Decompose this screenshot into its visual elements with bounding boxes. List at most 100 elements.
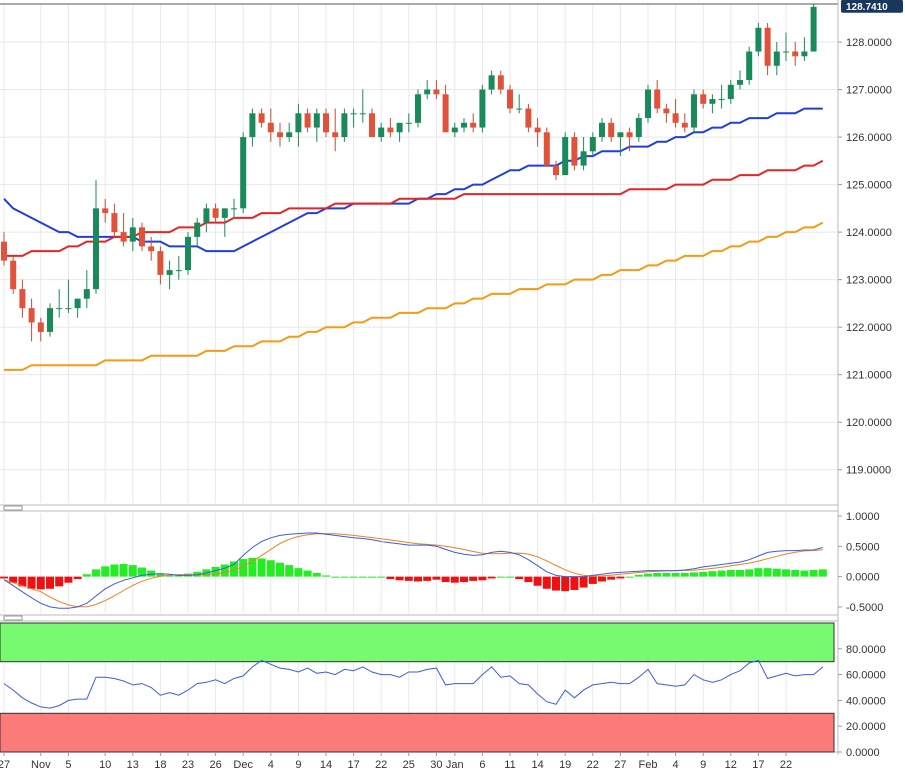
x-tick-label: 9: [700, 759, 706, 771]
candle-body-up: [129, 227, 136, 242]
x-tick-label: 14: [531, 759, 543, 771]
candle-body-down: [111, 213, 118, 233]
histogram-bar-positive: [303, 570, 312, 577]
histogram-bar-positive: [506, 576, 514, 578]
candle-body-up: [65, 308, 72, 310]
x-tick-label: 22: [780, 759, 792, 771]
x-tick-label: Nov: [31, 759, 51, 771]
candle-body-down: [507, 89, 513, 109]
histogram-bar-negative: [542, 576, 551, 589]
price-y-tick-label: 126.0000: [846, 132, 892, 144]
histogram-bar-negative: [414, 576, 422, 582]
candle-body-up: [709, 99, 716, 104]
histogram-bar-negative: [9, 576, 18, 583]
panel-resize-handle[interactable]: [3, 505, 23, 511]
rsi-oversold-zone: [0, 712, 835, 753]
histogram-bar-negative: [36, 576, 45, 590]
price-y-tick-label: 127.0000: [846, 85, 892, 97]
osc-y-tick-label: 0.0000: [846, 572, 880, 584]
histogram-bar-positive: [257, 558, 266, 577]
candle-body-up: [737, 80, 743, 85]
histogram-bar-negative: [533, 576, 542, 586]
candle-body-down: [497, 75, 504, 90]
histogram-bar-negative: [386, 576, 395, 580]
histogram-bar-negative: [432, 576, 441, 580]
price-y-tick-label: 128.0000: [846, 37, 892, 49]
x-tick-label: 10: [99, 759, 111, 771]
histogram-bar-negative: [73, 576, 82, 580]
histogram-bar-positive: [230, 561, 238, 577]
histogram-bar-positive: [276, 562, 284, 577]
candle-body-up: [295, 113, 302, 133]
moving-average-line-3: [4, 221, 824, 371]
candle-body-down: [277, 132, 283, 138]
histogram-bar-negative: [515, 576, 524, 580]
histogram-bar-negative: [404, 576, 413, 581]
candle-body-up: [645, 89, 651, 119]
histogram-bar-positive: [138, 567, 146, 577]
candle-body-down: [332, 132, 339, 138]
candle-body-up: [221, 208, 228, 218]
candle-body-up: [801, 51, 808, 57]
histogram-bar-positive: [625, 576, 634, 578]
histogram-bar-negative: [524, 576, 533, 583]
rsi-y-tick-label: 0.0000: [846, 747, 880, 759]
candle-body-down: [663, 108, 670, 114]
histogram-bar-positive: [368, 576, 376, 578]
candle-body-up: [56, 308, 63, 310]
candle-body-down: [700, 94, 707, 104]
price-y-tick-label: 122.0000: [846, 322, 892, 334]
histogram-bar-positive: [671, 573, 680, 577]
candle-body-up: [93, 208, 99, 290]
x-tick-label: 22: [375, 759, 387, 771]
candle-body-down: [525, 108, 532, 128]
candle-body-up: [286, 132, 293, 138]
candle-body-up: [691, 94, 697, 128]
candle-body-down: [553, 165, 559, 176]
histogram-bar-positive: [119, 563, 128, 577]
rsi-y-tick-label: 20.0000: [846, 721, 886, 733]
candle-body-up: [516, 108, 523, 110]
histogram-bar-positive: [312, 573, 321, 577]
price-y-tick-label: 120.0000: [846, 417, 892, 429]
histogram-bar-negative: [423, 576, 432, 581]
histogram-bar-negative: [561, 576, 570, 592]
oscillator-signal-line: [3, 533, 823, 608]
candle-body-down: [543, 132, 550, 166]
candle-body-up: [617, 132, 624, 138]
histogram-bar-negative: [460, 576, 468, 583]
histogram-bar-positive: [644, 573, 652, 577]
histogram-bar-negative: [450, 576, 459, 583]
histogram-bar-positive: [110, 564, 119, 577]
candle-body-up: [240, 137, 247, 209]
histogram-bar-positive: [662, 573, 671, 577]
price-y-tick-label: 123.0000: [846, 275, 892, 287]
x-tick-label: 27: [0, 759, 10, 771]
candle-body-up: [755, 27, 762, 52]
candle-body-up: [461, 122, 467, 128]
histogram-bar-positive: [809, 569, 818, 577]
candle-body-down: [654, 89, 661, 109]
candle-body-down: [120, 232, 127, 242]
rsi-y-tick-label: 60.0000: [846, 670, 886, 682]
x-tick-label: 11: [504, 759, 515, 771]
candle-body-down: [672, 113, 679, 123]
moving-average-line-2: [4, 159, 824, 257]
candle-body-down: [37, 322, 44, 332]
candle-body-up: [249, 113, 256, 138]
histogram-bar-negative: [46, 576, 54, 589]
histogram-bar-negative: [64, 576, 73, 583]
histogram-bar-negative: [18, 576, 27, 587]
candle-body-up: [488, 75, 495, 90]
candle-body-up: [746, 51, 753, 81]
histogram-bar-positive: [294, 568, 303, 577]
osc-y-tick-label: 1.0000: [846, 511, 880, 523]
histogram-bar-positive: [708, 571, 717, 577]
panel-resize-handle[interactable]: [3, 615, 23, 621]
current-price-badge: [841, 0, 903, 13]
candle-body-down: [139, 227, 145, 247]
candle-body-up: [231, 208, 237, 210]
x-tick-label: 18: [154, 759, 166, 771]
